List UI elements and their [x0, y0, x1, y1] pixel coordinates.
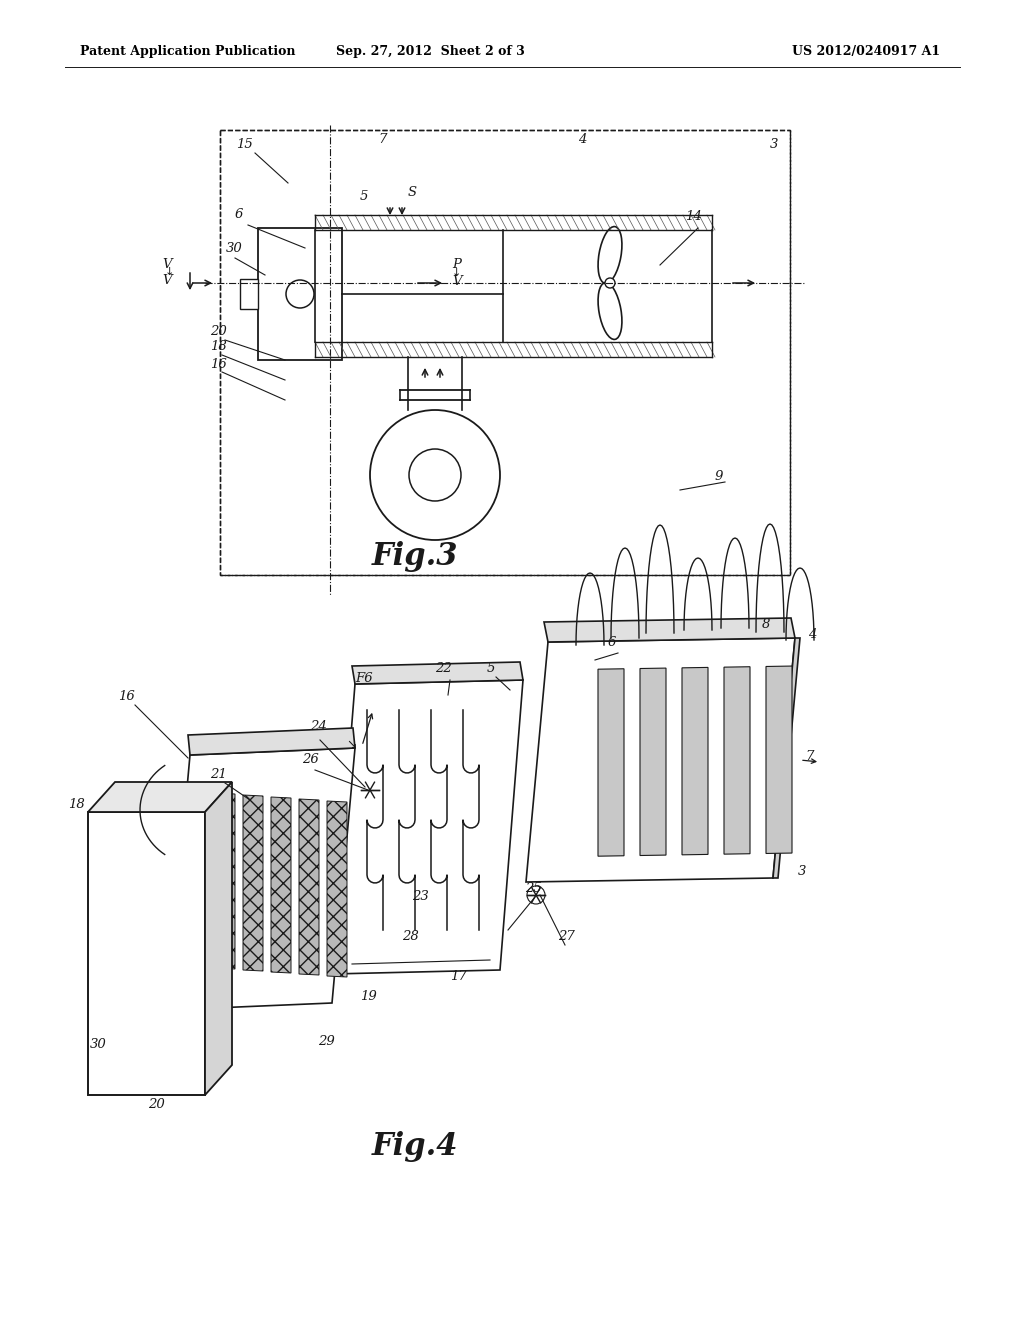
Text: V: V — [452, 275, 462, 288]
Polygon shape — [724, 667, 750, 854]
Polygon shape — [682, 668, 708, 855]
Text: 30: 30 — [90, 1038, 106, 1051]
Text: ↓: ↓ — [452, 268, 462, 279]
Text: 18: 18 — [210, 341, 226, 352]
Text: Fig.3: Fig.3 — [372, 541, 459, 572]
Text: V: V — [162, 275, 172, 286]
Text: ↘: ↘ — [346, 738, 356, 751]
Polygon shape — [88, 812, 205, 1096]
Text: 8: 8 — [762, 618, 770, 631]
Text: Fig.4: Fig.4 — [372, 1131, 459, 1162]
Text: 3: 3 — [798, 865, 806, 878]
Text: 4: 4 — [578, 133, 587, 147]
Circle shape — [605, 279, 615, 288]
Polygon shape — [598, 669, 624, 857]
Circle shape — [200, 892, 206, 898]
Text: P: P — [452, 257, 461, 271]
Polygon shape — [243, 795, 263, 972]
Bar — [220, 129, 790, 576]
Text: 16: 16 — [118, 690, 135, 704]
Text: 27: 27 — [558, 931, 574, 942]
Circle shape — [200, 851, 206, 858]
Text: 6: 6 — [608, 636, 616, 649]
Bar — [240, 279, 258, 309]
Text: 26: 26 — [302, 752, 318, 766]
Text: 9: 9 — [715, 470, 723, 483]
Text: 5: 5 — [360, 190, 369, 203]
Circle shape — [135, 979, 155, 1001]
Polygon shape — [544, 618, 795, 642]
Polygon shape — [299, 799, 319, 975]
Text: 17: 17 — [450, 970, 467, 983]
Polygon shape — [205, 781, 232, 1096]
Polygon shape — [271, 797, 291, 973]
Text: 30: 30 — [226, 242, 243, 255]
Circle shape — [123, 968, 167, 1012]
Polygon shape — [352, 663, 523, 684]
Text: Sep. 27, 2012  Sheet 2 of 3: Sep. 27, 2012 Sheet 2 of 3 — [336, 45, 524, 58]
Text: 5: 5 — [487, 663, 496, 675]
Text: 14: 14 — [685, 210, 701, 223]
Circle shape — [105, 950, 185, 1030]
Text: 22: 22 — [435, 663, 452, 675]
Text: 19: 19 — [360, 990, 377, 1003]
Polygon shape — [88, 781, 232, 812]
Text: 16: 16 — [210, 358, 226, 371]
Text: 23: 23 — [412, 890, 429, 903]
Text: 20: 20 — [148, 1098, 165, 1111]
Text: Patent Application Publication: Patent Application Publication — [80, 45, 296, 58]
Text: S: S — [408, 186, 417, 199]
Polygon shape — [327, 801, 347, 977]
Polygon shape — [332, 680, 523, 974]
Text: F6: F6 — [355, 672, 373, 685]
Polygon shape — [167, 748, 355, 1010]
Text: US 2012/0240917 A1: US 2012/0240917 A1 — [792, 45, 940, 58]
Text: 7: 7 — [378, 133, 386, 147]
Polygon shape — [640, 668, 666, 855]
Polygon shape — [766, 667, 792, 854]
Polygon shape — [773, 638, 800, 878]
Text: 28: 28 — [402, 931, 419, 942]
Text: 3: 3 — [770, 139, 778, 150]
Text: 4: 4 — [808, 628, 816, 642]
Polygon shape — [526, 638, 795, 882]
Polygon shape — [188, 729, 355, 755]
Text: 21: 21 — [210, 768, 226, 781]
Text: 15: 15 — [236, 139, 253, 150]
Text: 6: 6 — [234, 209, 244, 220]
Text: 7: 7 — [805, 750, 813, 763]
Bar — [258, 228, 342, 360]
Text: 18: 18 — [68, 799, 85, 810]
Circle shape — [200, 873, 206, 878]
Text: 24: 24 — [310, 719, 327, 733]
Text: 20: 20 — [210, 325, 226, 338]
Text: 25: 25 — [525, 882, 542, 895]
Text: ↓: ↓ — [165, 267, 174, 277]
Text: V: V — [162, 257, 172, 271]
Polygon shape — [215, 793, 234, 969]
Text: 29: 29 — [318, 1035, 335, 1048]
